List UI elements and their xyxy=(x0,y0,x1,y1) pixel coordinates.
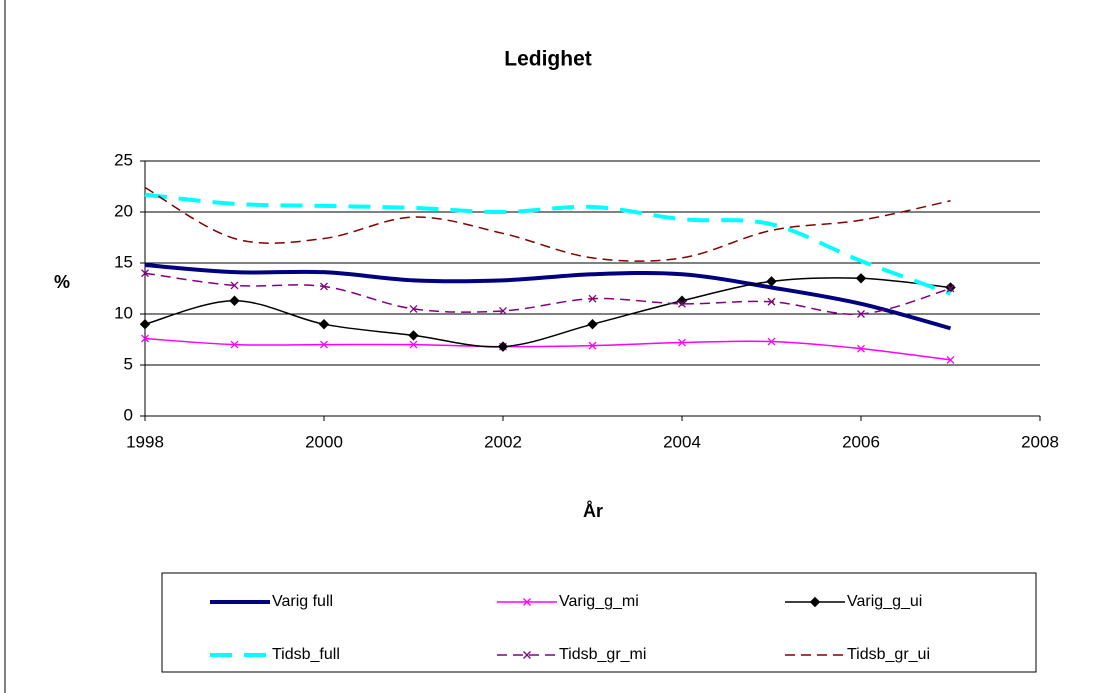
legend-label: Tidsb_full xyxy=(272,646,340,663)
marker xyxy=(678,299,686,308)
marker xyxy=(523,651,531,659)
y-axis-title: % xyxy=(54,272,70,292)
marker xyxy=(946,355,955,364)
marker xyxy=(320,340,328,349)
y-tick-label: 25 xyxy=(114,150,133,169)
series-line xyxy=(144,337,951,361)
x-tick-label: 2004 xyxy=(663,432,701,451)
x-tick-label: 2006 xyxy=(842,432,880,451)
marker xyxy=(408,330,419,341)
y-tick-label: 15 xyxy=(114,252,133,271)
marker xyxy=(676,295,688,306)
legend-label: Varig_g_ui xyxy=(847,593,922,610)
marker xyxy=(409,304,418,313)
marker xyxy=(230,340,239,349)
marker xyxy=(857,310,865,318)
legend-box xyxy=(161,572,1037,673)
x-tick-label: 2002 xyxy=(484,432,522,451)
marker xyxy=(857,344,865,353)
x-tick-label: 2000 xyxy=(305,432,343,451)
y-tick-label: 0 xyxy=(124,405,133,424)
marker xyxy=(809,596,821,608)
series-line xyxy=(144,272,951,315)
marker xyxy=(409,340,418,349)
legend-label: Varig full xyxy=(272,593,333,610)
y-tick-label: 20 xyxy=(114,201,133,220)
series-line xyxy=(144,186,951,262)
chart-title: Ledighet xyxy=(504,48,592,71)
y-tick-label: 5 xyxy=(124,354,133,373)
series-line xyxy=(144,263,952,331)
marker xyxy=(766,276,777,287)
marker xyxy=(141,269,149,278)
marker xyxy=(588,294,597,303)
marker xyxy=(320,282,328,291)
x-axis-title: År xyxy=(583,501,603,521)
marker xyxy=(141,334,149,343)
marker xyxy=(230,281,239,290)
marker xyxy=(139,318,151,330)
marker xyxy=(946,284,955,293)
marker xyxy=(588,341,597,350)
marker xyxy=(523,598,531,606)
marker xyxy=(767,337,776,346)
marker xyxy=(587,318,598,330)
series-line xyxy=(144,277,951,348)
legend-label: Tidsb_gr_mi xyxy=(559,646,646,663)
y-tick-label: 10 xyxy=(114,303,133,322)
x-tick-label: 1998 xyxy=(126,432,164,451)
marker xyxy=(767,297,776,306)
marker xyxy=(497,341,509,352)
legend-label: Tidsb_gr_ui xyxy=(847,646,930,663)
legend-label: Varig_g_mi xyxy=(559,593,639,610)
marker xyxy=(318,318,330,330)
marker xyxy=(229,295,240,306)
marker xyxy=(678,338,686,347)
marker xyxy=(855,273,867,284)
x-tick-label: 2008 xyxy=(1021,432,1059,451)
marker xyxy=(499,306,507,315)
